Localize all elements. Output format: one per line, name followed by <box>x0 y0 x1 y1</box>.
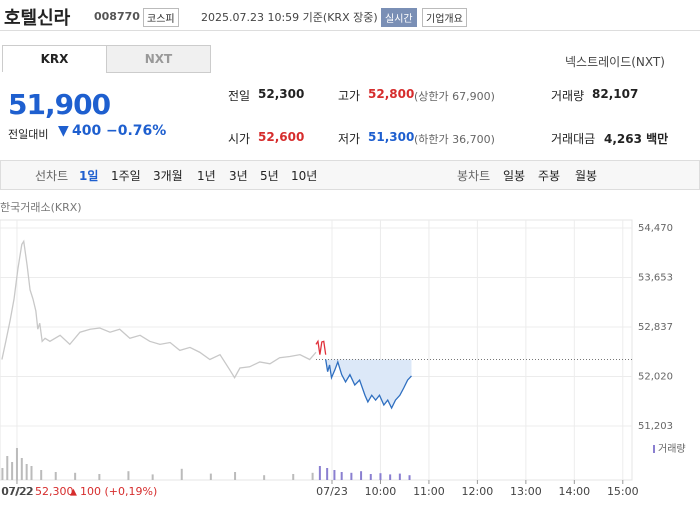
volume-bar <box>333 470 336 480</box>
legend-swatch <box>653 445 655 453</box>
price-line <box>1 239 317 379</box>
legend-label: 거래량 <box>658 443 686 455</box>
volume-bar <box>40 470 43 480</box>
x-tick-label: 13:00 <box>510 485 542 498</box>
nxt-link[interactable]: 넥스트레이드(NXT) <box>565 55 665 69</box>
company-info-button[interactable]: 기업개요 <box>422 8 467 27</box>
volume-bar <box>1 468 4 480</box>
market-badge: 코스피 <box>143 8 179 27</box>
volume-bar <box>360 471 363 480</box>
quote-value: 52,600 <box>258 130 305 144</box>
quote-label: 전일 <box>228 89 251 103</box>
tab-nxt[interactable]: NXT <box>106 45 211 73</box>
change-percent: −0.76% <box>106 123 167 139</box>
tab-krx[interactable]: KRX <box>2 45 107 72</box>
volume-bar <box>180 468 183 480</box>
stock-name: 호텔신라 <box>4 8 71 29</box>
volume-bar <box>25 464 28 480</box>
x-tick-label: 07/23 <box>316 485 348 498</box>
volume-bar <box>6 456 9 480</box>
footer-date: 07/22 <box>2 485 34 498</box>
volume-bar <box>151 474 154 480</box>
y-tick-label: 54,470 <box>638 223 673 234</box>
volume-bar <box>311 472 314 480</box>
y-tick-label: 52,837 <box>638 322 673 333</box>
volume-bar <box>209 473 212 480</box>
quote-label: 고가 <box>338 89 361 103</box>
plot-frame <box>0 219 633 481</box>
volume-bar <box>127 471 130 480</box>
change-value: 400 <box>72 123 102 139</box>
period-button[interactable]: 3년 <box>229 169 248 183</box>
change-icon: ▼ <box>58 123 69 139</box>
y-tick-label: 53,653 <box>638 273 673 284</box>
x-tick-label: 14:00 <box>558 485 590 498</box>
volume-bar <box>318 466 321 480</box>
quote-label: 거래량 <box>551 89 585 103</box>
lower-limit: (하한가 36,700) <box>414 133 495 146</box>
candle-button[interactable]: 주봉 <box>538 169 561 183</box>
quote-label: 거래대금 <box>551 132 596 146</box>
chart: 한국거래소(KRX) 51,203 52,020 52,837 53,653 54,47… <box>0 201 686 498</box>
realtime-badge: 실시간 <box>381 8 417 27</box>
volume-bar <box>350 472 353 480</box>
period-button[interactable]: 1일 <box>79 169 99 183</box>
volume-bar <box>340 472 343 480</box>
volume-bar <box>398 473 401 480</box>
change-label: 전일대비 <box>8 128 49 141</box>
volume-bar <box>326 468 329 480</box>
volume-bar <box>54 472 57 480</box>
volume-bar <box>30 466 33 480</box>
quote-label: 시가 <box>228 132 251 146</box>
volume-bar <box>292 474 295 480</box>
volume-bar <box>11 462 14 480</box>
quote-label: 저가 <box>338 132 361 146</box>
volume-bar <box>369 474 372 480</box>
candle-button[interactable]: 월봉 <box>575 169 598 183</box>
candle-chart-label: 봉차트 <box>457 169 491 183</box>
period-button[interactable]: 1년 <box>197 169 216 183</box>
price-line <box>315 339 327 355</box>
stock-code: 008770 <box>94 10 140 23</box>
divider <box>0 30 700 31</box>
chart-toolbar: 선차트 1일 1주일 3개월 1년 3년 5년 10년 봉차트 일봉 주봉 월봉 <box>0 160 700 190</box>
x-tick-label: 15:00 <box>607 485 639 498</box>
volume-bar <box>15 448 18 480</box>
volume-bar <box>263 475 266 480</box>
upper-limit: (상한가 67,900) <box>414 90 495 103</box>
x-tick-label: 10:00 <box>365 485 397 498</box>
x-tick-label: 11:00 <box>413 485 445 498</box>
price-line <box>325 359 412 410</box>
footer-price: 52,300 <box>35 485 74 498</box>
volume-bar <box>74 472 77 480</box>
volume-bar <box>389 474 392 480</box>
volume-bar <box>98 474 101 480</box>
period-button[interactable]: 10년 <box>291 169 318 183</box>
candle-button[interactable]: 일봉 <box>503 169 526 183</box>
x-tick-label: 07/22 <box>1 485 33 498</box>
volume-bar <box>408 475 411 480</box>
current-price: 51,900 <box>8 88 111 121</box>
quote-value: 4,263 백만 <box>604 132 669 146</box>
quote-value: 51,300 <box>368 130 415 144</box>
quote-value: 82,107 <box>592 87 639 101</box>
line-chart-label: 선차트 <box>35 169 69 183</box>
y-tick-label: 52,020 <box>638 371 673 382</box>
area-fill <box>325 359 412 408</box>
footer-change: 100 (+0,19%) <box>80 485 157 498</box>
period-button[interactable]: 5년 <box>260 169 279 183</box>
period-button[interactable]: 3개월 <box>153 169 183 183</box>
period-button[interactable]: 1주일 <box>111 169 141 183</box>
timestamp: 2025.07.23 10:59 기준(KRX 장중) <box>201 11 378 24</box>
quote-value: 52,800 <box>368 87 415 101</box>
volume-bar <box>379 473 382 480</box>
volume-bar <box>234 472 237 480</box>
chart-subtitle: 한국거래소(KRX) <box>0 201 82 214</box>
volume-bar <box>20 458 23 480</box>
y-tick-label: 51,203 <box>638 421 673 432</box>
x-tick-label: 12:00 <box>462 485 494 498</box>
quote-value: 52,300 <box>258 87 305 101</box>
footer-icon: ▲ <box>70 488 77 498</box>
